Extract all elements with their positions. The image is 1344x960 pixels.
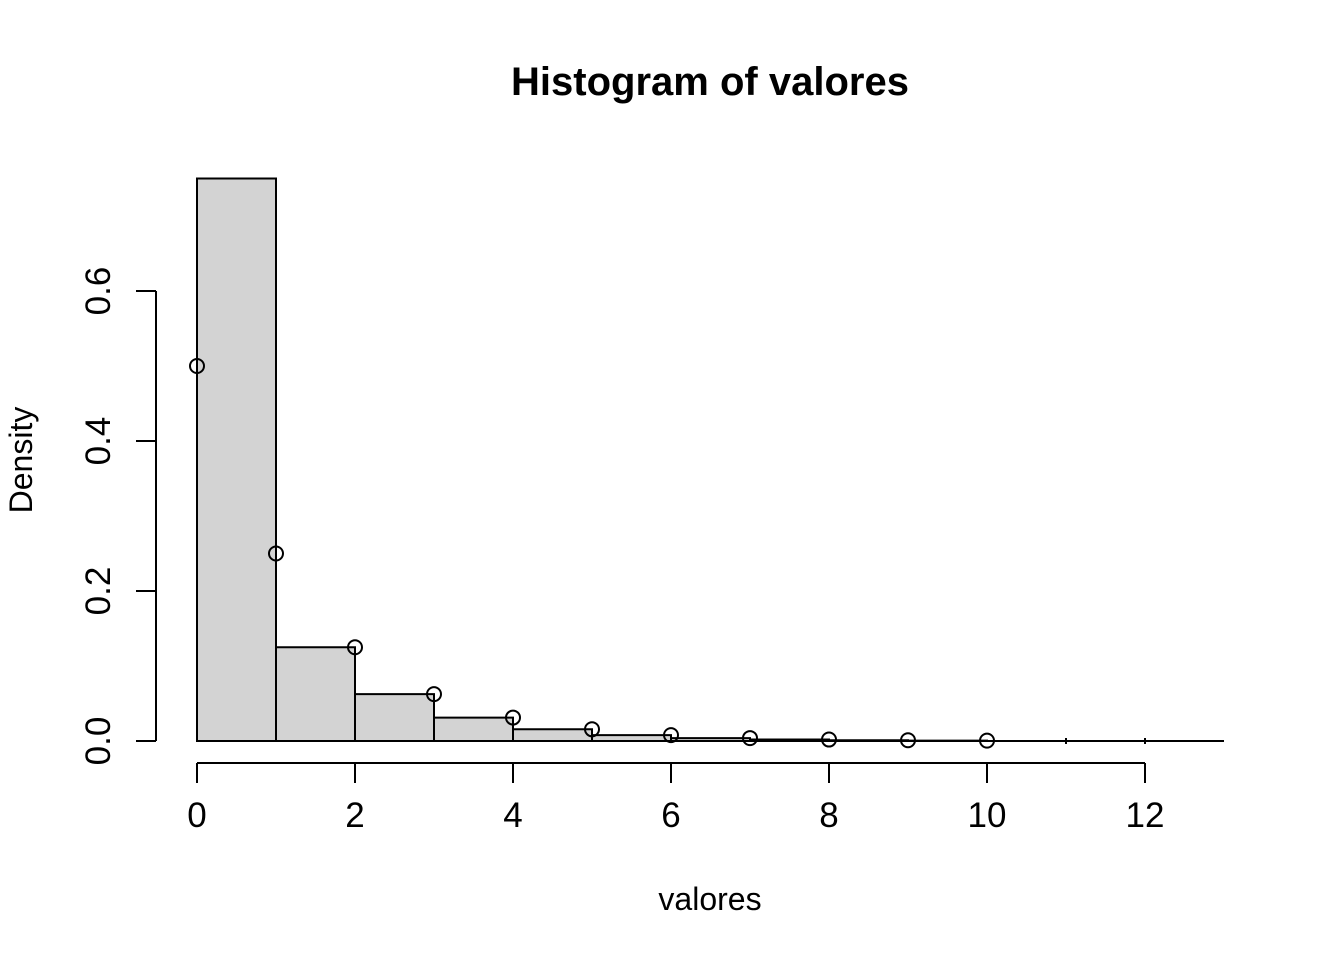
y-tick-label: 0.0 (79, 717, 118, 766)
pmf-point (979, 732, 995, 749)
pmf-point (189, 358, 205, 374)
y-axis-label: Density (3, 407, 39, 514)
pmf-point (347, 639, 363, 656)
pmf-point (584, 721, 600, 738)
pmf-point (900, 732, 916, 749)
x-tick-label: 12 (1126, 796, 1165, 835)
histogram-bar (354, 693, 435, 742)
y-tick-label: 0.4 (79, 417, 118, 466)
histogram-bar (670, 737, 751, 742)
x-tick-label: 10 (968, 796, 1007, 835)
y-axis: 0.0 0.2 0.4 0.6 (79, 267, 157, 766)
pmf-point (426, 686, 442, 703)
chart-title: Histogram of valores (511, 60, 909, 104)
histogram-bar (512, 728, 593, 742)
y-tick-label: 0.6 (79, 267, 118, 316)
x-tick-label: 2 (345, 796, 364, 835)
histogram-bar (749, 738, 830, 742)
pmf-point (821, 731, 837, 748)
pmf-point (268, 545, 284, 562)
x-axis: 0 2 4 6 8 10 12 (187, 762, 1165, 835)
x-axis-label: valores (658, 881, 761, 917)
x-tick-label: 4 (503, 796, 522, 835)
histogram-bar (275, 646, 356, 742)
pmf-point (663, 727, 679, 744)
histogram-bar (196, 177, 277, 742)
histogram-bar (828, 739, 909, 742)
histogram-bar (591, 734, 672, 742)
pmf-points (189, 358, 995, 749)
x-tick-label: 0 (187, 796, 206, 835)
pmf-point (742, 730, 758, 747)
x-tick-label: 6 (661, 796, 680, 835)
pmf-point (505, 709, 521, 726)
histogram-bars (196, 177, 1224, 744)
histogram-bar (433, 716, 514, 742)
x-tick-label: 8 (819, 796, 838, 835)
y-tick-label: 0.2 (79, 567, 118, 616)
